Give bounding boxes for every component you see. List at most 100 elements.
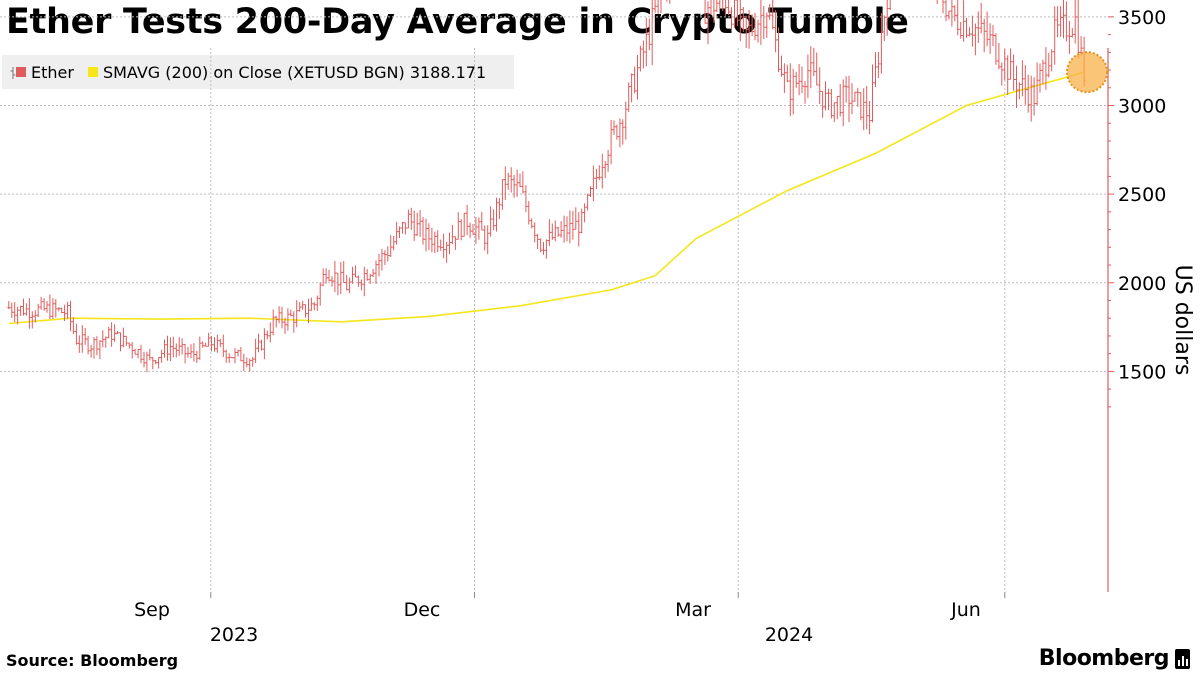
ether-ohlc-bar	[45, 301, 49, 313]
ether-ohlc-bar	[283, 317, 287, 334]
ether-ohlc-bar	[1050, 49, 1054, 72]
ether-ohlc-bar	[110, 322, 114, 347]
legend: Ether SMAVG (200) on Close (XETUSD BGN) …	[2, 55, 514, 89]
ether-ohlc-bar	[1038, 63, 1042, 93]
ether-ohlc-bar	[401, 221, 404, 234]
ether-ohlc-bar	[439, 239, 443, 251]
ether-ohlc-bar	[568, 210, 572, 244]
ether-ohlc-bar	[559, 221, 563, 238]
ether-ohlc-bar	[236, 349, 240, 357]
ether-ohlc-bar	[844, 76, 848, 103]
ether-ohlc-bar	[183, 343, 187, 364]
ether-ohlc-bar	[871, 64, 874, 123]
ether-ohlc-bar	[474, 216, 478, 245]
ether-ohlc-bar	[627, 82, 631, 113]
ether-ohlc-bar	[1056, 6, 1060, 38]
ether-ohlc-bar	[136, 348, 140, 359]
ether-ohlc-bar	[1041, 59, 1045, 85]
ether-ohlc-bar	[497, 198, 501, 220]
y-tick-label: 1500	[1118, 361, 1166, 383]
ether-ohlc-bar	[771, 0, 775, 30]
ether-ohlc-bar	[621, 119, 625, 145]
ether-ohlc-bar	[997, 43, 1001, 70]
ether-ohlc-bar	[1035, 62, 1039, 106]
x-month-label: Mar	[675, 599, 711, 621]
ether-ohlc-bar	[480, 211, 484, 231]
ether-ohlc-bar	[653, 0, 657, 13]
ether-ohlc-bar	[1053, 6, 1057, 65]
ether-ohlc-bar	[227, 353, 231, 363]
ether-ohlc-bar	[1015, 65, 1018, 108]
ether-ohlc-bar	[380, 248, 384, 271]
ether-ohlc-bar	[991, 25, 995, 47]
ether-ohlc-bar	[577, 212, 581, 247]
ether-ohlc-bar	[809, 46, 813, 89]
ether-ohlc-bar	[868, 101, 872, 135]
ether-ohlc-bar	[83, 328, 87, 345]
ether-ohlc-bar	[530, 218, 534, 229]
ether-ohlc-bar	[1023, 65, 1027, 105]
ether-ohlc-bar	[174, 343, 178, 358]
ether-ohlc-bar	[292, 311, 296, 333]
ether-ohlc-bar	[145, 351, 149, 372]
ether-ohlc-bar	[107, 326, 111, 339]
ether-ohlc-bar	[157, 357, 161, 369]
ether-ohlc-bar	[730, 7, 733, 31]
ether-ohlc-bar	[1026, 74, 1030, 113]
ether-ohlc-bar	[448, 232, 451, 255]
ether-ohlc-bar	[233, 348, 237, 364]
ether-ohlc-bar	[33, 310, 37, 323]
ether-ohlc-bar	[177, 337, 181, 356]
ether-ohlc-bar	[69, 300, 72, 332]
ether-ohlc-bar	[947, 10, 951, 20]
ether-ohlc-bar	[95, 336, 99, 356]
ether-ohlc-bar	[818, 67, 822, 104]
ether-ohlc-bar	[500, 179, 504, 210]
ether-ohlc-bar	[289, 309, 293, 317]
highlight-circle	[1066, 51, 1109, 94]
y-tick-label: 3500	[1118, 7, 1166, 29]
ether-ohlc-bar	[354, 265, 357, 278]
ether-ohlc-bar	[774, 10, 778, 53]
ether-ohlc-bar	[398, 226, 401, 238]
ether-ohlc-bar	[542, 242, 545, 255]
ether-ohlc-bar	[151, 357, 155, 370]
ether-ohlc-bar	[251, 356, 255, 367]
ether-ohlc-bar	[198, 336, 202, 360]
ether-ohlc-bar	[718, 0, 721, 9]
ether-ohlc-bar	[727, 0, 731, 16]
ether-ohlc-bar	[1073, 0, 1077, 44]
ether-ohlc-bar	[295, 300, 299, 328]
ether-ohlc-bar	[92, 337, 96, 359]
ether-ohlc-bar	[1067, 21, 1071, 54]
ether-ohlc-bar	[521, 171, 525, 194]
ether-ohlc-bar	[60, 307, 64, 314]
ether-ohlc-bar	[950, 0, 954, 27]
ether-ohlc-bar	[345, 275, 349, 291]
ether-ohlc-bar	[580, 208, 584, 234]
ether-ohlc-bar	[527, 201, 531, 225]
ether-ohlc-bar	[847, 75, 851, 123]
ether-ohlc-bar	[207, 332, 211, 347]
ether-ohlc-bar	[583, 203, 587, 223]
ether-ohlc-bar	[230, 356, 234, 359]
ether-ohlc-bar	[16, 306, 20, 325]
ether-ohlc-bar	[489, 206, 493, 237]
ether-ohlc-bar	[797, 64, 801, 96]
ether-ohlc-bar	[286, 308, 290, 331]
ether-ohlc-bar	[515, 169, 519, 197]
ether-ohlc-bar	[127, 342, 131, 349]
ether-bars	[7, 0, 1086, 372]
ether-ohlc-bar	[409, 207, 413, 230]
ether-ohlc-bar	[1062, 0, 1065, 39]
ether-ohlc-bar	[142, 351, 146, 368]
ether-ohlc-bar	[968, 27, 971, 37]
brand-logo: Bloomberg	[1039, 646, 1190, 671]
ether-ohlc-bar	[471, 224, 475, 235]
ether-ohlc-bar	[210, 336, 213, 352]
ether-ohlc-bar	[791, 68, 795, 115]
ether-ohlc-bar	[124, 335, 128, 346]
ether-ohlc-bar	[850, 83, 854, 115]
ether-ohlc-bar	[803, 81, 807, 104]
ether-ohlc-bar	[1079, 36, 1083, 56]
